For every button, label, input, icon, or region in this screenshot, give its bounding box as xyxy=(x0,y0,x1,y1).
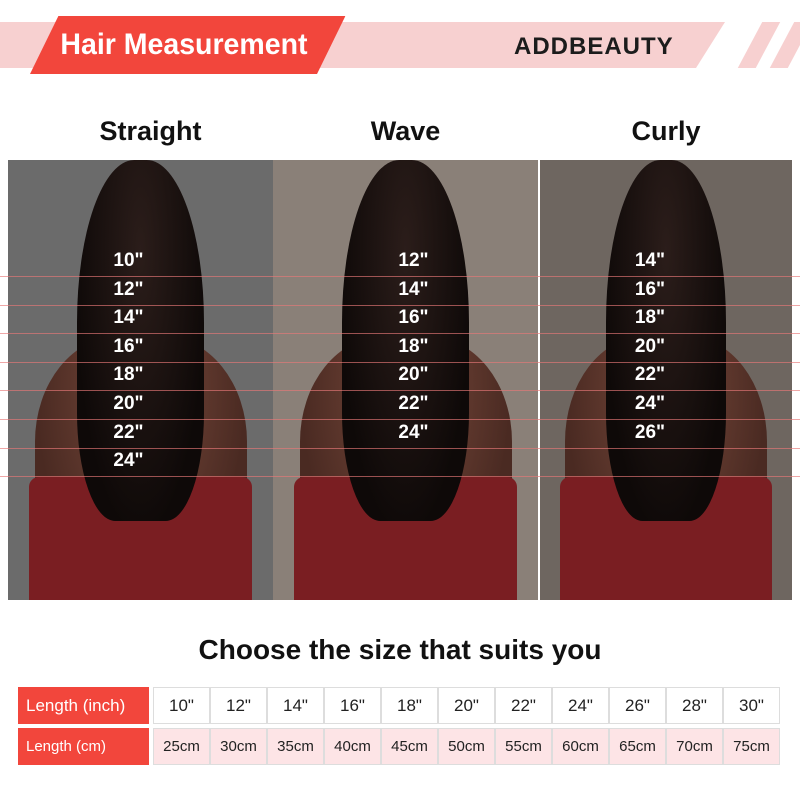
length-marker: 18" xyxy=(113,364,144,386)
measure-line xyxy=(0,447,800,449)
inch-cell: 10" xyxy=(153,687,210,724)
inch-cell: 24" xyxy=(552,687,609,724)
model-photo-straight xyxy=(8,160,273,600)
length-marker: 22" xyxy=(398,393,429,414)
inch-cell: 18" xyxy=(381,687,438,724)
cm-cell: 75cm xyxy=(723,728,780,765)
inch-cell: 28" xyxy=(666,687,723,724)
inch-cell: 12" xyxy=(210,687,267,724)
style-title-wave: Wave xyxy=(370,116,441,146)
measure-line xyxy=(0,276,800,277)
length-marker: 14" xyxy=(634,250,666,271)
length-marker: 18" xyxy=(398,335,429,357)
length-marker: 12" xyxy=(398,250,429,271)
cm-row: Length (cm) 25cm 30cm 35cm 40cm 45cm 50cm 55cm 6… xyxy=(18,728,780,765)
cm-cell: 45cm xyxy=(381,728,438,765)
style-title-straight: Straight xyxy=(99,116,202,146)
cm-cell: 30cm xyxy=(210,728,267,765)
brand-logo: ADDBEAUTY xyxy=(514,33,674,60)
model-photo-wave xyxy=(273,160,538,600)
length-marker: 20" xyxy=(634,335,666,357)
measure-line xyxy=(0,333,800,335)
cm-cell: 60cm xyxy=(552,728,609,765)
page-title: Hair Measurement xyxy=(30,16,346,74)
length-marker: 24" xyxy=(634,393,666,414)
length-marker: 12" xyxy=(113,278,144,300)
inch-row: Length (inch) 10" 12" 14" 16" 18" 20" 22" 24" 26"… xyxy=(18,687,780,724)
style-title-curly: Curly xyxy=(631,116,701,146)
inch-label: Length (inch) xyxy=(18,687,153,724)
model-photo-curly xyxy=(540,160,792,600)
length-marker: 18" xyxy=(634,307,666,329)
inch-cell: 20" xyxy=(438,687,495,724)
measure-line xyxy=(0,476,800,478)
length-marker: 16" xyxy=(113,335,144,357)
cm-cell: 40cm xyxy=(324,728,381,765)
cm-cell: 50cm xyxy=(438,728,495,765)
cm-cell: 25cm xyxy=(153,728,210,765)
length-marker: 22" xyxy=(113,421,144,443)
cm-label: Length (cm) xyxy=(18,728,153,765)
length-marker: 10" xyxy=(113,250,144,271)
length-marker: 22" xyxy=(634,364,666,386)
inch-cell: 22" xyxy=(495,687,552,724)
inch-cell: 26" xyxy=(609,687,666,724)
length-marker: 26" xyxy=(634,421,666,443)
length-marker: 24" xyxy=(398,421,429,443)
cm-cell: 70cm xyxy=(666,728,723,765)
length-marker: 24" xyxy=(113,450,144,472)
cm-cell: 65cm xyxy=(609,728,666,765)
length-marker: 16" xyxy=(634,278,666,300)
cm-cell: 55cm xyxy=(495,728,552,765)
measure-line xyxy=(0,390,800,392)
subtitle: Choose the size that suits you xyxy=(198,634,602,665)
length-marker: 14" xyxy=(113,307,144,329)
measure-line xyxy=(0,361,800,363)
inch-cell: 30" xyxy=(723,687,780,724)
size-table: Length (inch) 10" 12" 14" 16" 18" 20" 22" 24" 26"… xyxy=(18,683,780,769)
cm-cell: 35cm xyxy=(267,728,324,765)
length-marker: 20" xyxy=(398,364,429,386)
length-marker: 20" xyxy=(113,393,144,414)
measure-line xyxy=(0,419,800,420)
length-marker: 14" xyxy=(398,278,429,300)
measure-line xyxy=(0,304,800,306)
inch-cell: 16" xyxy=(324,687,381,724)
length-marker: 16" xyxy=(398,307,429,329)
inch-cell: 14" xyxy=(267,687,324,724)
